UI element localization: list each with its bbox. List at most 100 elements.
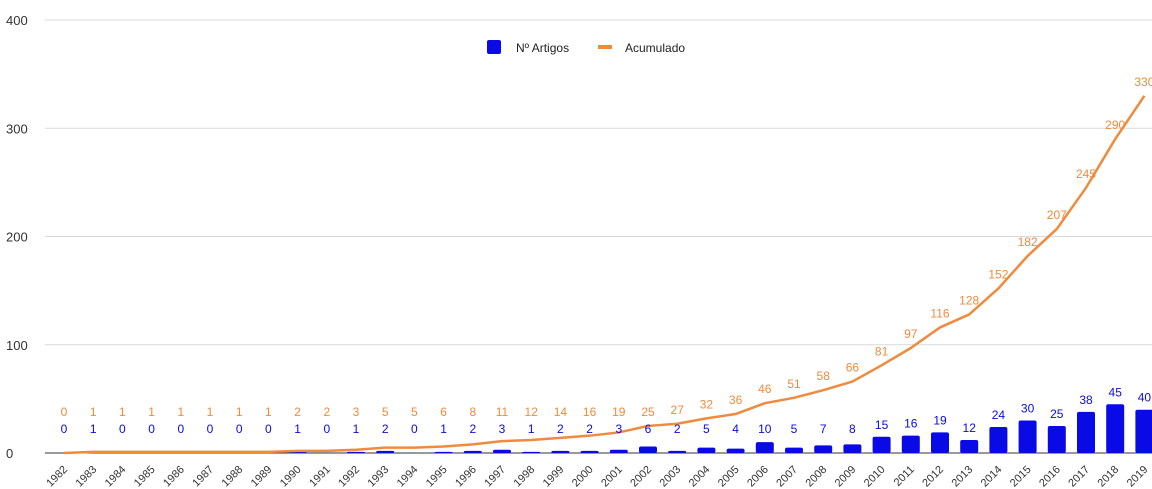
legend[interactable]: Nº Artigos Acumulado bbox=[487, 40, 685, 55]
bar bbox=[609, 449, 628, 453]
x-tick-label: 1996 bbox=[453, 464, 479, 489]
cumulative-value-label: 6 bbox=[440, 405, 447, 419]
cumulative-value-label: 116 bbox=[930, 306, 949, 320]
bar bbox=[726, 448, 745, 453]
x-tick-label: 2006 bbox=[745, 464, 771, 489]
grid-lines bbox=[45, 19, 1152, 454]
bar-value-label: 0 bbox=[148, 422, 155, 436]
x-tick-label: 2002 bbox=[628, 464, 654, 489]
bar bbox=[989, 427, 1008, 453]
bar-value-label: 10 bbox=[758, 422, 772, 436]
x-tick-label: 1991 bbox=[307, 464, 333, 489]
bar bbox=[580, 450, 599, 453]
legend-line-label: Acumulado bbox=[625, 41, 685, 55]
cumulative-value-label: 27 bbox=[671, 403, 685, 417]
bar-value-label: 0 bbox=[265, 422, 272, 436]
x-tick-label: 1998 bbox=[512, 464, 538, 489]
bar-value-label: 2 bbox=[557, 422, 564, 436]
bar-value-label: 8 bbox=[849, 422, 856, 436]
cumulative-value-label: 3 bbox=[353, 405, 360, 419]
bar-value-label: 3 bbox=[499, 422, 506, 436]
cumulative-line bbox=[63, 95, 1146, 455]
x-tick-label: 1985 bbox=[132, 464, 158, 489]
x-tick-label: 2013 bbox=[950, 464, 976, 489]
bar-value-label: 0 bbox=[236, 422, 243, 436]
bar bbox=[843, 444, 862, 453]
x-tick-label: 2019 bbox=[1125, 464, 1151, 489]
x-tick-label: 2017 bbox=[1066, 464, 1092, 489]
cumulative-value-label: 5 bbox=[411, 405, 418, 419]
x-tick-label: 2015 bbox=[1008, 464, 1034, 489]
y-tick-label: 0 bbox=[6, 446, 13, 461]
cumulative-value-label: 1 bbox=[119, 405, 126, 419]
cumulative-value-label: 81 bbox=[875, 344, 889, 358]
y-tick-label: 300 bbox=[6, 121, 28, 136]
cumulative-value-label: 16 bbox=[583, 405, 597, 419]
cumulative-value-label: 11 bbox=[496, 405, 509, 419]
x-tick-label: 2014 bbox=[979, 464, 1005, 489]
x-axis: 1982 1983 1984 1985 1986 1987 1988 1989 1990 1991… bbox=[44, 464, 1150, 489]
bar bbox=[639, 446, 657, 453]
bar bbox=[960, 440, 979, 453]
x-tick-label: 1984 bbox=[103, 464, 129, 489]
cumulative-value-label: 19 bbox=[612, 405, 626, 419]
x-tick-label: 1999 bbox=[541, 464, 567, 489]
cumulative-value-label: 152 bbox=[988, 267, 1008, 281]
cumulative-value-label: 1 bbox=[148, 405, 155, 419]
bar bbox=[1135, 409, 1152, 453]
bar bbox=[1018, 420, 1037, 453]
bar bbox=[376, 450, 395, 453]
x-tick-label: 2009 bbox=[833, 464, 859, 489]
bar-value-label: 0 bbox=[411, 422, 418, 436]
bar bbox=[755, 442, 774, 453]
bar-value-label: 40 bbox=[1138, 391, 1152, 405]
x-tick-label: 1988 bbox=[220, 464, 246, 489]
x-tick-label: 1989 bbox=[249, 464, 275, 489]
bar-value-label: 0 bbox=[207, 422, 214, 436]
bar bbox=[785, 447, 803, 453]
x-tick-label: 2001 bbox=[599, 464, 625, 489]
bar bbox=[901, 435, 920, 453]
bar bbox=[551, 450, 570, 453]
cumulative-value-label: 207 bbox=[1047, 208, 1067, 222]
bar bbox=[434, 451, 453, 453]
legend-bar-swatch bbox=[487, 40, 501, 54]
bar-value-label: 5 bbox=[703, 422, 710, 436]
bar bbox=[1047, 425, 1066, 453]
cumulative-value-label: 51 bbox=[787, 377, 801, 391]
x-tick-label: 1993 bbox=[366, 464, 392, 489]
y-tick-label: 200 bbox=[6, 230, 28, 245]
x-tick-label: 2008 bbox=[804, 464, 830, 489]
cumulative-value-label: 8 bbox=[469, 405, 476, 419]
x-tick-label: 2003 bbox=[658, 464, 684, 489]
bar-value-label: 1 bbox=[353, 422, 360, 436]
cumulative-value-label: 12 bbox=[525, 405, 539, 419]
bar bbox=[463, 450, 482, 453]
bar bbox=[872, 436, 891, 453]
cumulative-value-label: 1 bbox=[207, 405, 214, 419]
bar-value-label: 16 bbox=[904, 417, 918, 431]
x-tick-label: 1997 bbox=[482, 464, 508, 489]
x-tick-label: 1992 bbox=[336, 464, 362, 489]
bar-value-label: 2 bbox=[674, 422, 681, 436]
bar-value-label: 6 bbox=[645, 422, 652, 436]
bar-value-label: 24 bbox=[992, 408, 1006, 422]
y-tick-label: 100 bbox=[6, 338, 28, 353]
bar-value-label: 2 bbox=[382, 422, 389, 436]
cumulative-value-label: 32 bbox=[700, 397, 714, 411]
x-tick-label: 2007 bbox=[774, 464, 800, 489]
bar bbox=[668, 450, 687, 453]
bar-value-label: 0 bbox=[119, 422, 126, 436]
cumulative-value-label: 58 bbox=[817, 369, 831, 383]
cumulative-value-label: 182 bbox=[1018, 235, 1038, 249]
cumulative-value-label: 1 bbox=[236, 405, 243, 419]
x-tick-label: 2011 bbox=[892, 464, 917, 489]
bar-value-label: 30 bbox=[1021, 402, 1035, 416]
bar bbox=[493, 449, 511, 453]
x-tick-label: 1990 bbox=[278, 464, 304, 489]
line-series bbox=[63, 95, 1146, 455]
bar-value-label: 2 bbox=[469, 422, 476, 436]
cumulative-value-label: 245 bbox=[1076, 167, 1096, 181]
bar-value-label: 25 bbox=[1050, 407, 1064, 421]
